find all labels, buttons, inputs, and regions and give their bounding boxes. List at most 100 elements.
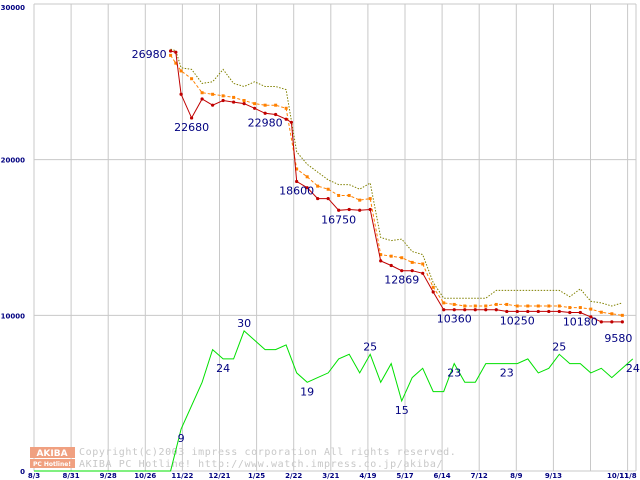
x-tick-label: 10/26	[134, 472, 156, 480]
average-price-point	[295, 167, 299, 171]
x-tick-label: 7/12	[471, 472, 488, 480]
min-price-point	[389, 263, 393, 268]
min-price-point	[400, 269, 404, 273]
data-label: 12869	[384, 274, 419, 287]
min-price-point	[557, 309, 561, 314]
average-price-point	[410, 260, 414, 264]
min-price-line	[170, 50, 623, 323]
x-tick-label: 8/3	[28, 472, 40, 480]
x-tick-label: 2/22	[285, 472, 302, 480]
min-price-point	[526, 309, 530, 314]
average-price-point	[316, 184, 320, 188]
x-tick-label: 4/19	[359, 472, 376, 480]
min-price-point	[473, 308, 477, 312]
min-price-point	[368, 207, 372, 212]
average-price-point	[578, 306, 582, 310]
data-label: 30	[237, 317, 251, 330]
data-label: 24	[216, 362, 230, 375]
series-layer	[34, 48, 634, 472]
min-price-point	[379, 259, 383, 263]
min-price-point	[337, 208, 341, 212]
average-price-point	[284, 106, 288, 110]
average-price-point	[620, 313, 624, 317]
average-price-point	[305, 175, 309, 179]
average-price-point	[358, 198, 362, 202]
x-tick-label: 5/17	[396, 472, 413, 480]
data-label: 25	[552, 340, 566, 353]
x-tick-label: 1/25	[248, 472, 265, 480]
data-label: 9580	[604, 332, 632, 345]
min-price-point	[505, 309, 509, 314]
min-price-point	[410, 269, 414, 273]
min-price-point	[431, 290, 435, 294]
min-price-point	[463, 308, 467, 312]
data-label: 22980	[248, 116, 283, 129]
min-price-point	[253, 106, 257, 110]
x-tick-label: 9/13	[545, 472, 562, 480]
average-price-point	[389, 254, 393, 258]
min-price-point	[326, 196, 330, 201]
y-tick-label: 10000	[1, 312, 25, 320]
average-price-point	[463, 304, 467, 308]
min-price-point	[484, 308, 488, 312]
min-price-point	[452, 308, 456, 312]
average-price-point	[263, 103, 267, 107]
x-axis-ticks: 8/3 8/31 9/28 10/26 11/22 12/21 1/25 2/22 3/21 4/…	[28, 472, 637, 480]
data-label: 9	[178, 432, 185, 445]
data-label: 10250	[500, 314, 535, 327]
min-price-point	[289, 120, 293, 124]
min-price-point	[610, 320, 614, 324]
x-tick-label: 9/28	[100, 472, 117, 480]
shop-count-line	[34, 330, 634, 472]
min-price-point	[221, 98, 225, 103]
min-price-point	[305, 186, 309, 190]
min-price-point	[174, 50, 178, 54]
average-price-point	[190, 77, 194, 81]
min-price-point	[358, 208, 362, 212]
average-price-point	[211, 92, 215, 96]
average-price-point	[326, 187, 330, 191]
y-axis-ticks: 0 10000 20000 30000	[1, 4, 25, 476]
min-price-point	[547, 309, 551, 314]
min-price-point	[179, 92, 183, 96]
site-url-text: AKIBA PC Hotline! http://www.watch.impre…	[79, 459, 443, 470]
data-label: 26980	[132, 48, 167, 61]
average-price-point	[400, 256, 404, 260]
akiba-logo: AKIBA PC Hotline!	[30, 447, 75, 468]
min-price-point	[494, 308, 498, 312]
x-tick-label: 8/9	[510, 472, 522, 480]
average-price-point	[242, 99, 246, 103]
x-tick-label: 11/8	[619, 472, 636, 480]
y-tick-label: 0	[20, 468, 25, 476]
average-price-point	[253, 102, 257, 106]
x-tick-label: 3/21	[322, 472, 339, 480]
average-price-point	[610, 312, 614, 316]
average-price-point	[347, 193, 351, 197]
data-label: 16750	[321, 213, 356, 226]
data-label: 10180	[563, 316, 598, 329]
min-price-point	[295, 179, 299, 184]
y-tick-label: 20000	[1, 157, 25, 165]
average-price-point	[484, 304, 488, 308]
average-price-point	[526, 304, 530, 308]
logo-top-text: AKIBA	[36, 449, 67, 459]
min-price-point	[284, 117, 288, 121]
min-price-point	[200, 97, 204, 101]
average-price-point	[337, 193, 341, 197]
data-label: 19	[300, 385, 314, 398]
average-price-point	[174, 61, 178, 65]
min-price-point	[589, 315, 593, 319]
min-price-point	[232, 100, 236, 104]
grid	[33, 3, 637, 472]
average-price-point	[547, 304, 551, 308]
min-price-point	[578, 310, 582, 315]
data-label: 15	[395, 404, 409, 417]
x-tick-label: 8/31	[63, 472, 80, 480]
average-price-point	[431, 285, 435, 289]
min-price-point	[421, 271, 425, 275]
min-price-point	[316, 196, 320, 201]
average-price-point	[568, 306, 572, 310]
min-price-point	[536, 309, 540, 314]
data-label: 23	[447, 367, 461, 380]
